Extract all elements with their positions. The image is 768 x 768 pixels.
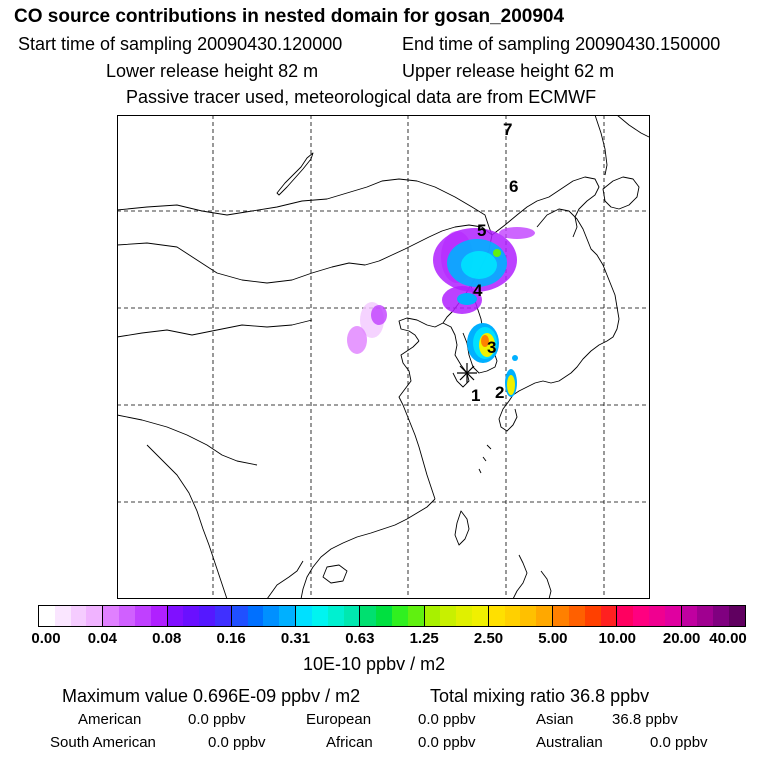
european-label: European [306, 711, 372, 728]
colorbar-tick-label: 0.63 [345, 630, 375, 647]
colorbar-tick-label: 1.25 [409, 630, 439, 647]
colorbar-segment [552, 606, 617, 626]
tracer-plume [347, 227, 535, 397]
colorbar-tick-label: 0.31 [280, 630, 311, 647]
trajectory-label-6: 6 [509, 177, 518, 196]
trajectory-label-7: 7 [503, 120, 512, 139]
colorbar-segment [102, 606, 167, 626]
south-american-value: 0.0 ppbv [208, 734, 266, 751]
colorbar-tick-label: 0.16 [216, 630, 246, 647]
total-mixing-label: Total mixing ratio 36.8 ppbv [430, 686, 650, 706]
end-time-label: End time of sampling 20090430.150000 [402, 34, 721, 54]
african-label: African [326, 734, 373, 751]
colorbar-segment [616, 606, 681, 626]
colorbar-segment [166, 606, 231, 626]
colorbar-tick-label: 0.04 [87, 630, 117, 647]
map-panel: 1 2 3 4 5 6 7 [116, 114, 650, 600]
colorbar-tick-label: 0.08 [152, 630, 182, 647]
colorbar-segment [39, 606, 103, 626]
colorbar-segment [680, 606, 745, 626]
receptor-asterisk-icon [457, 363, 477, 383]
colorbar-tick-label: 20.00 [662, 630, 701, 647]
map-svg: 1 2 3 4 5 6 7 [116, 114, 650, 600]
colorbar-segment [230, 606, 296, 626]
colorbar-segment [487, 606, 553, 626]
colorbar-tick-label: 40.00 [709, 630, 747, 647]
african-value: 0.0 ppbv [418, 734, 476, 751]
american-value: 0.0 ppbv [188, 711, 246, 728]
asian-label: Asian [536, 711, 574, 728]
colorbar-units: 10E-10 ppbv / m2 [303, 654, 446, 674]
trajectory-label-1: 1 [471, 386, 480, 405]
colorbar-tick-label: 10.00 [598, 630, 637, 647]
max-value-label: Maximum value 0.696E-09 ppbv / m2 [62, 686, 361, 706]
australian-label: Australian [536, 734, 603, 751]
upper-release-height-label: Upper release height 62 m [402, 61, 615, 81]
south-american-label: South American [50, 734, 156, 751]
colorbar [38, 605, 746, 627]
european-value: 0.0 ppbv [418, 711, 476, 728]
trajectory-label-3: 3 [487, 338, 496, 357]
trajectory-label-2: 2 [495, 383, 504, 402]
colorbar-tick-label: 0.00 [31, 630, 61, 647]
colorbar-segment [295, 606, 360, 626]
trajectory-label-5: 5 [477, 221, 486, 240]
american-label: American [78, 711, 142, 728]
plot-title: CO source contributions in nested domain… [14, 6, 565, 27]
trajectory-label-4: 4 [473, 281, 483, 300]
lower-release-height-label: Lower release height 82 m [106, 61, 319, 81]
colorbar-tick-label: 2.50 [473, 630, 504, 647]
tracer-note: Passive tracer used, meteorological data… [126, 87, 597, 107]
colorbar-segment [423, 606, 488, 626]
start-time-label: Start time of sampling 20090430.120000 [18, 34, 343, 54]
colorbar-tick-label: 5.00 [538, 630, 568, 647]
coastlines [116, 114, 650, 600]
colorbar-segment [359, 606, 424, 626]
asian-value: 36.8 ppbv [612, 711, 678, 728]
australian-value: 0.0 ppbv [650, 734, 708, 751]
